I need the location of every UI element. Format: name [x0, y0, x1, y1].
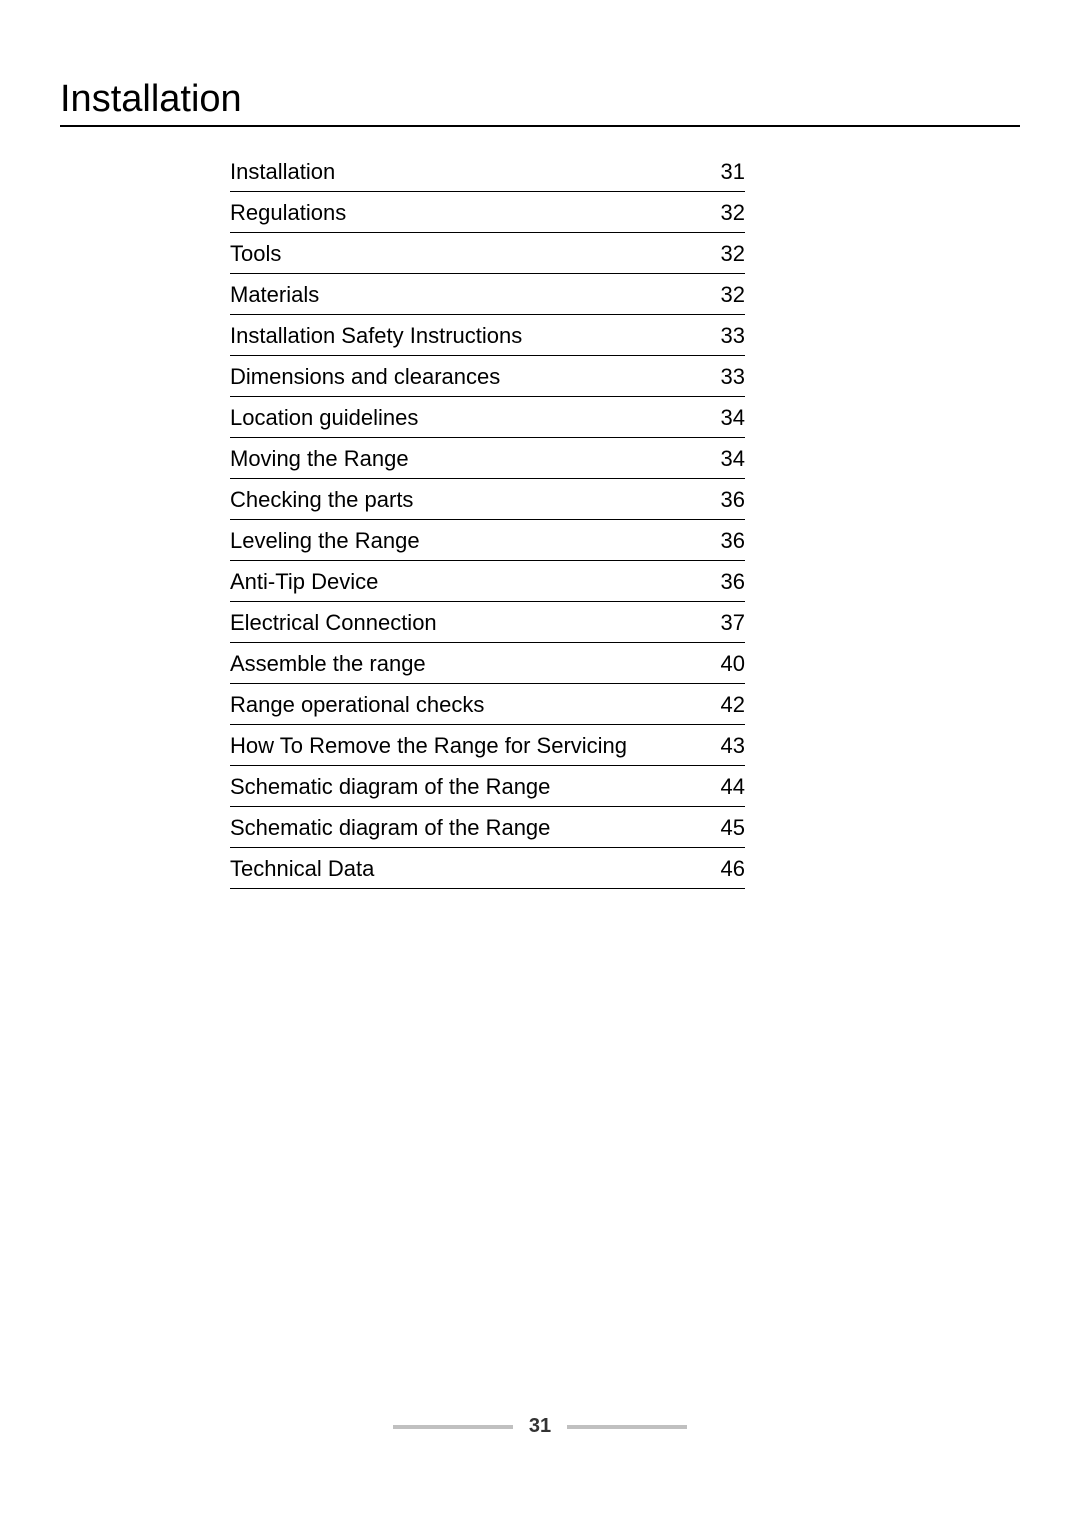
toc-label: Tools	[230, 241, 281, 267]
toc-row: Moving the Range 34	[230, 438, 745, 479]
toc-row: Anti-Tip Device 36	[230, 561, 745, 602]
toc-page: 32	[721, 241, 745, 267]
toc-label: Assemble the range	[230, 651, 426, 677]
toc-page: 32	[721, 282, 745, 308]
toc-label: Checking the parts	[230, 487, 413, 513]
toc-page: 32	[721, 200, 745, 226]
toc-page: 42	[721, 692, 745, 718]
toc-row: Leveling the Range 36	[230, 520, 745, 561]
toc-row: Assemble the range 40	[230, 643, 745, 684]
decorative-bar-right	[567, 1425, 687, 1429]
toc-label: Technical Data	[230, 856, 374, 882]
decorative-bar-left	[393, 1425, 513, 1429]
toc-page: 33	[721, 323, 745, 349]
page-number-bar: 31	[0, 1415, 1080, 1438]
toc-page: 34	[721, 446, 745, 472]
toc-row: Materials 32	[230, 274, 745, 315]
toc-page: 36	[721, 487, 745, 513]
page-title: Installation	[60, 78, 1020, 127]
toc-label: Materials	[230, 282, 319, 308]
toc-label: Schematic diagram of the Range	[230, 815, 550, 841]
toc-row: Regulations 32	[230, 192, 745, 233]
toc-row: Location guidelines 34	[230, 397, 745, 438]
toc-page: 31	[721, 159, 745, 185]
toc-row: Schematic diagram of the Range 44	[230, 766, 745, 807]
toc-page: 44	[721, 774, 745, 800]
toc-page: 36	[721, 528, 745, 554]
toc-label: Dimensions and clearances	[230, 364, 500, 390]
toc-page: 33	[721, 364, 745, 390]
toc-label: Schematic diagram of the Range	[230, 774, 550, 800]
toc-page: 34	[721, 405, 745, 431]
toc-row: Checking the parts 36	[230, 479, 745, 520]
toc-page: 40	[721, 651, 745, 677]
page-number: 31	[529, 1415, 551, 1438]
toc-page: 45	[721, 815, 745, 841]
toc-row: How To Remove the Range for Servicing 43	[230, 725, 745, 766]
table-of-contents: Installation 31 Regulations 32 Tools 32 …	[230, 159, 745, 889]
toc-label: Installation	[230, 159, 335, 185]
toc-page: 37	[721, 610, 745, 636]
toc-page: 36	[721, 569, 745, 595]
toc-label: Range operational checks	[230, 692, 484, 718]
toc-label: Installation Safety Instructions	[230, 323, 522, 349]
toc-label: Location guidelines	[230, 405, 418, 431]
toc-label: Leveling the Range	[230, 528, 420, 554]
toc-row: Tools 32	[230, 233, 745, 274]
toc-row: Electrical Connection 37	[230, 602, 745, 643]
toc-label: Regulations	[230, 200, 346, 226]
toc-page: 46	[721, 856, 745, 882]
toc-row: Technical Data 46	[230, 848, 745, 889]
toc-row: Schematic diagram of the Range 45	[230, 807, 745, 848]
toc-row: Range operational checks 42	[230, 684, 745, 725]
toc-label: Anti-Tip Device	[230, 569, 378, 595]
toc-page: 43	[721, 733, 745, 759]
toc-label: Electrical Connection	[230, 610, 437, 636]
toc-label: How To Remove the Range for Servicing	[230, 733, 627, 759]
toc-row: Dimensions and clearances 33	[230, 356, 745, 397]
toc-row: Installation 31	[230, 159, 745, 192]
toc-label: Moving the Range	[230, 446, 409, 472]
toc-row: Installation Safety Instructions 33	[230, 315, 745, 356]
